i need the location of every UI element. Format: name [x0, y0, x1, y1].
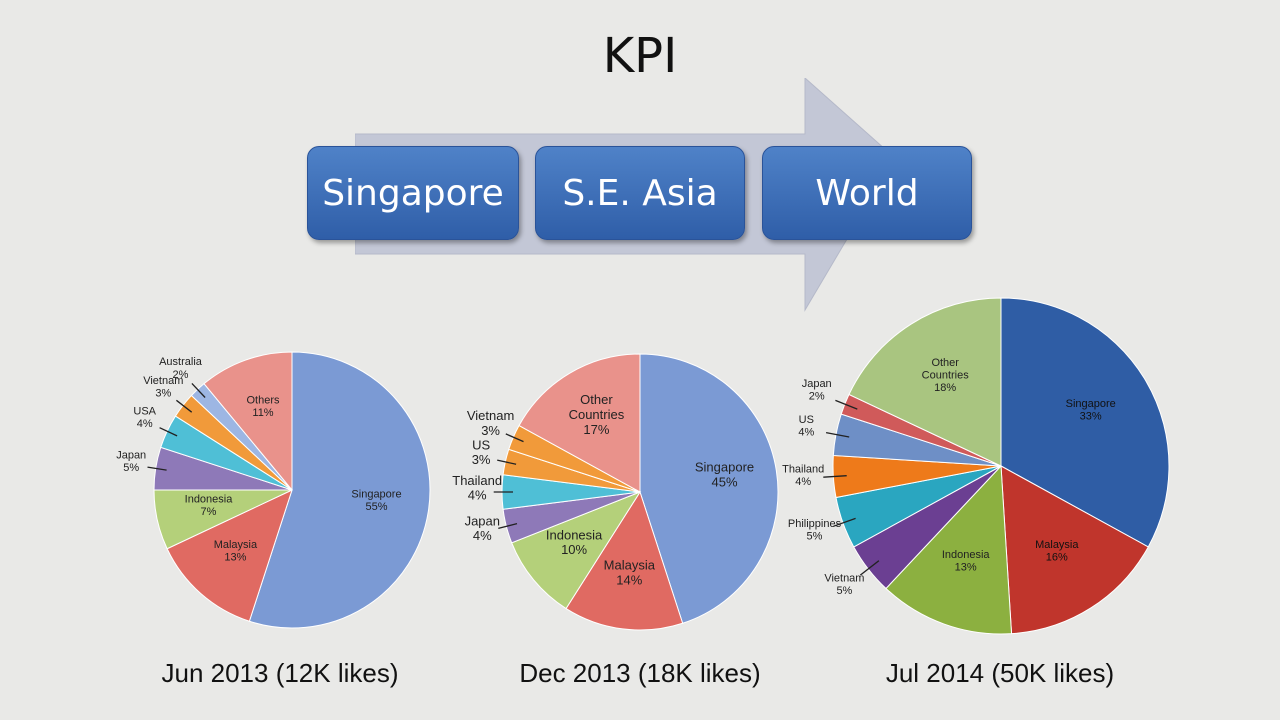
pie-slice-indonesia	[885, 464, 1013, 635]
pie-label-japan: Japan 4%	[465, 513, 500, 543]
leader-line-philippines	[833, 517, 856, 527]
leader-line-vietnam	[859, 560, 880, 576]
pie-slice-singapore	[639, 353, 779, 624]
pie-slice-malaysia	[1000, 465, 1149, 635]
pie-label-malaysia: Malaysia 14%	[604, 558, 656, 588]
pie-slice-other-countries	[518, 353, 641, 493]
leader-line-japan	[498, 522, 518, 530]
leader-line-vietnam	[505, 433, 524, 443]
pie-label-vietnam: Vietnam 3%	[143, 375, 183, 400]
pie-label-us: US 4%	[798, 414, 814, 439]
pie-caption-dec-2013: Dec 2013 (18K likes)	[519, 658, 761, 688]
pie-label-other-countries: Other Countries 18%	[922, 357, 970, 394]
stage-se-asia-button[interactable]: S.E. Asia	[535, 146, 745, 240]
stage-singapore-button[interactable]: Singapore	[307, 146, 519, 240]
leader-line-us	[497, 459, 517, 465]
pie-caption-jun-2013: Jun 2013 (12K likes)	[161, 658, 399, 688]
pie-chart-0: Singapore 55% Malaysia 13% Indonesia 7% Japan 5…	[116, 351, 431, 629]
page-title: KPI	[602, 28, 678, 84]
pie-label-malaysia: Malaysia 16%	[1035, 539, 1079, 564]
pie-slice-other-countries	[848, 297, 1002, 467]
leader-line-vietnam	[176, 399, 193, 413]
pie-label-indonesia: Indonesia 10%	[546, 527, 603, 557]
pie-label-japan: Japan 5%	[116, 449, 146, 474]
pie-label-other-countries: Other Countries 17%	[569, 392, 625, 437]
pie-chart-2: Singapore 33% Malaysia 16% Indonesia 13% Vietn…	[782, 297, 1170, 635]
pie-label-vietnam: Vietnam 3%	[467, 408, 514, 438]
pie-label-singapore: Singapore 55%	[351, 488, 401, 513]
pie-caption-jul-2014: Jul 2014 (50K likes)	[885, 658, 1115, 688]
pie-label-vietnam: Vietnam 5%	[824, 572, 864, 597]
pie-label-singapore: Singapore 45%	[695, 459, 754, 489]
leader-line-japan	[147, 466, 167, 471]
pie-label-thailand: Thailand 4%	[452, 473, 502, 503]
pie-label-us: US 3%	[472, 437, 491, 467]
pie-slice-others	[203, 351, 293, 492]
pie-label-usa: USA 4%	[133, 406, 156, 431]
leader-line-us	[825, 431, 850, 438]
pie-slice-malaysia	[166, 489, 293, 622]
pie-label-indonesia: Indonesia 7%	[185, 494, 234, 519]
pie-label-singapore: Singapore 33%	[1066, 398, 1116, 423]
pie-label-indonesia: Indonesia 13%	[942, 549, 991, 574]
pie-chart-1: Singapore 45% Malaysia 14%Indonesia 10% Japan…	[452, 353, 779, 631]
pie-label-australia: Australia 2%	[159, 356, 203, 381]
pie-slice-singapore	[248, 351, 431, 629]
pie-label-thailand: Thailand 4%	[782, 463, 824, 488]
stage-world-button[interactable]: World	[762, 146, 972, 240]
pie-label-malaysia: Malaysia 13%	[214, 539, 258, 564]
leader-line-australia	[191, 382, 206, 398]
pie-slice-malaysia	[565, 490, 684, 631]
pie-slice-indonesia	[511, 490, 642, 610]
leader-line-japan	[835, 399, 858, 410]
pie-label-japan: Japan 2%	[802, 378, 832, 403]
pie-label-philippines: Philippines 5%	[788, 518, 842, 543]
pie-slice-singapore	[1000, 297, 1170, 548]
leader-line-usa	[159, 427, 178, 437]
pie-label-others: Others 11%	[246, 394, 280, 419]
leader-line-thailand	[823, 475, 847, 478]
